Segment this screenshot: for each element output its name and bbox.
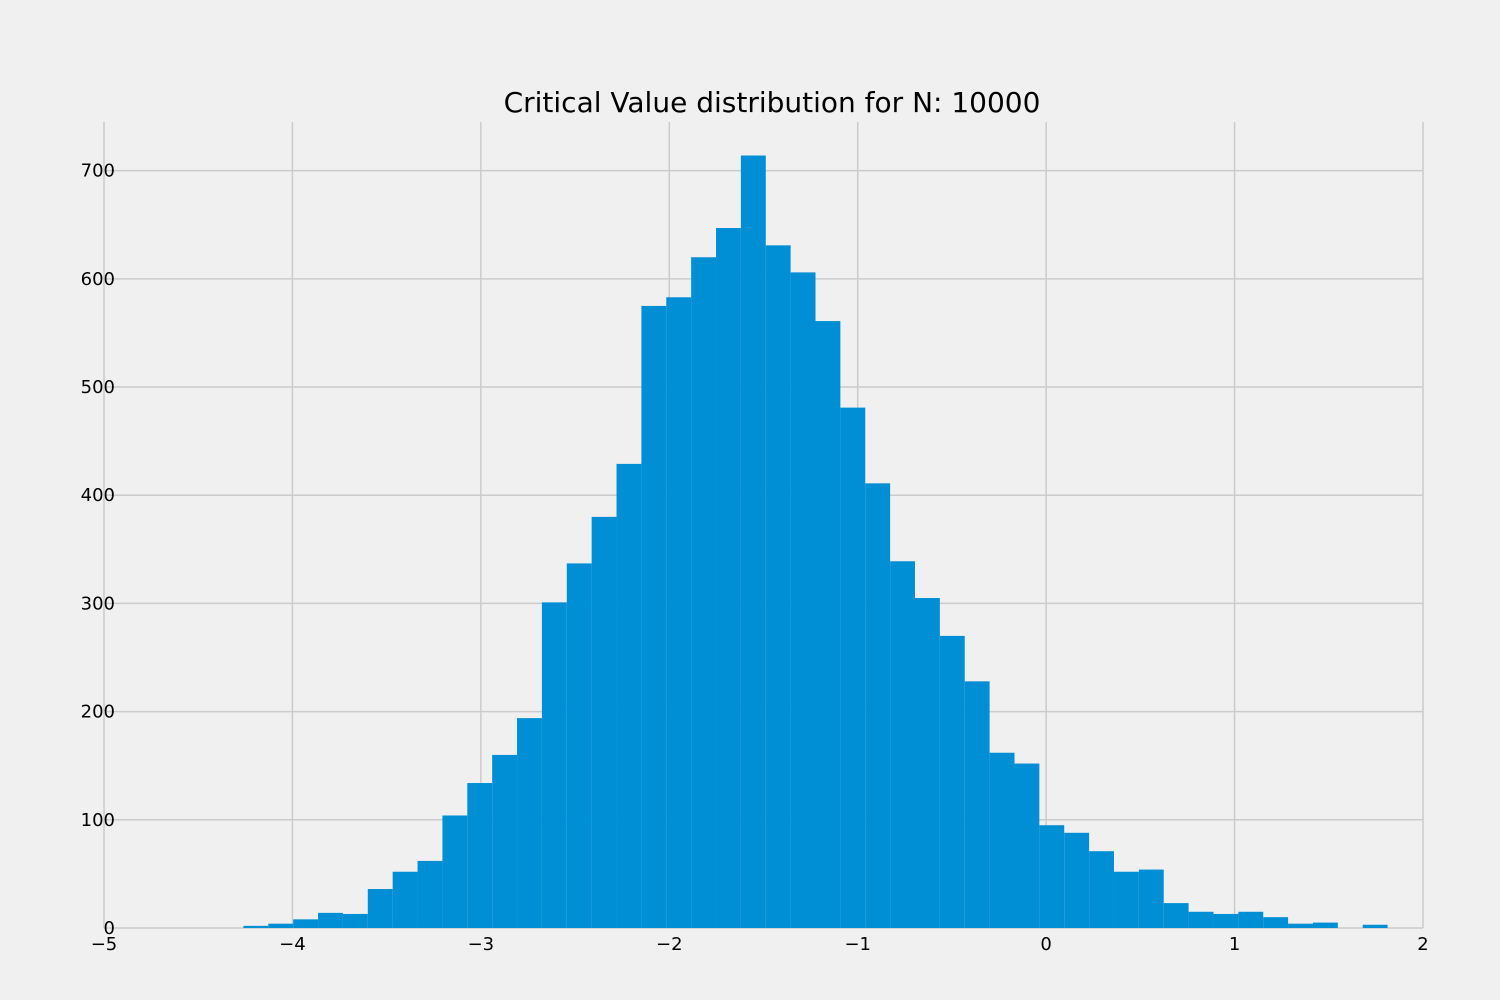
- histogram-bar: [442, 815, 468, 928]
- histogram-bar: [268, 923, 294, 928]
- x-axis-ticks: −5 −4 −3 −2 −1 0 1 2: [91, 934, 1429, 955]
- histogram-bar: [1064, 832, 1090, 928]
- histogram-bar: [1138, 869, 1164, 928]
- histogram-bar: [243, 925, 269, 928]
- histogram-bar: [616, 463, 642, 928]
- y-tick-label: 600: [81, 269, 115, 290]
- histogram-bar: [1039, 825, 1065, 928]
- y-tick-label: 300: [81, 593, 115, 614]
- histogram-bar: [989, 752, 1015, 928]
- histogram-bar: [1213, 913, 1239, 928]
- x-tick-label: 2: [1417, 934, 1428, 955]
- y-tick-label: 500: [81, 377, 115, 398]
- histogram-bar: [964, 681, 990, 928]
- histogram-bar: [392, 871, 418, 928]
- histogram-bar: [1288, 923, 1313, 928]
- histogram-bar: [716, 228, 741, 928]
- x-tick-label: −1: [844, 934, 871, 955]
- histogram-bar: [666, 297, 692, 929]
- y-tick-label: 0: [104, 918, 115, 939]
- histogram-bar: [517, 718, 542, 928]
- x-tick-label: 0: [1040, 934, 1051, 955]
- y-tick-label: 400: [81, 485, 115, 506]
- histogram-bar: [790, 272, 816, 928]
- histogram-bar: [865, 483, 891, 928]
- histogram-bar: [1238, 911, 1264, 928]
- histogram-bar: [939, 635, 965, 928]
- histogram-bar: [691, 257, 717, 929]
- histogram-bar: [1188, 911, 1214, 928]
- histogram-bar: [890, 561, 915, 928]
- histogram-bar: [1312, 922, 1338, 928]
- histogram-bar: [1113, 871, 1139, 928]
- histogram-bar: [1089, 851, 1114, 928]
- histogram-bar: [318, 912, 343, 928]
- y-tick-label: 700: [81, 161, 115, 182]
- histogram-bar: [492, 754, 518, 928]
- chart-title: Critical Value distribution for N: 10000: [504, 86, 1041, 119]
- histogram-bar: [367, 889, 393, 928]
- histogram-bar: [566, 563, 592, 928]
- x-tick-label: −2: [656, 934, 683, 955]
- histogram-bar: [293, 919, 319, 928]
- histogram-bar: [591, 516, 617, 928]
- x-tick-label: −5: [91, 934, 118, 955]
- histogram-bar: [342, 913, 368, 928]
- y-axis-ticks: 0 100 200 300 400 500 600 700: [81, 161, 115, 939]
- histogram-bar: [840, 407, 866, 929]
- x-tick-label: −3: [468, 934, 495, 955]
- histogram-bar: [417, 860, 443, 928]
- histogram-bar: [914, 598, 940, 928]
- x-tick-label: 1: [1229, 934, 1240, 955]
- x-tick-label: −4: [279, 934, 306, 955]
- histogram-bars: [243, 155, 1388, 929]
- histogram-bar: [815, 321, 841, 928]
- y-tick-label: 100: [81, 810, 115, 831]
- histogram-bar: [641, 305, 667, 929]
- histogram-bar: [467, 783, 493, 928]
- histogram-bar: [1263, 917, 1289, 928]
- histogram-bar: [541, 602, 567, 928]
- histogram-bar: [765, 245, 791, 928]
- histogram-bar: [1014, 763, 1040, 928]
- histogram-bar: [1163, 903, 1189, 928]
- histogram-bar: [740, 155, 766, 928]
- histogram-bar: [1362, 924, 1388, 928]
- y-tick-label: 200: [81, 702, 115, 723]
